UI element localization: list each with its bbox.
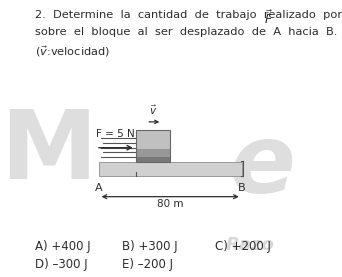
Text: C) +200 J: C) +200 J [215,240,271,253]
Text: $\vec{F}$: $\vec{F}$ [264,10,273,27]
Text: e: e [230,120,296,213]
Text: $\vec{v}$: $\vec{v}$ [149,103,157,117]
Bar [136,149,170,157]
Text: A) +400 J: A) +400 J [35,240,91,253]
Bar [136,130,170,149]
Text: B: B [238,183,246,193]
Text: Razo: Razo [225,236,274,254]
Bar [136,157,170,162]
Text: 2.  Determine  la  cantidad  de  trabajo  realizado  por: 2. Determine la cantidad de trabajo real… [35,10,342,20]
Text: ($\vec{v}$:velocidad): ($\vec{v}$:velocidad) [35,44,110,59]
Text: B) +300 J: B) +300 J [122,240,178,253]
Text: E) –200 J: E) –200 J [122,258,173,271]
Text: M: M [0,106,97,199]
Text: F = 5 N: F = 5 N [96,129,135,139]
Text: D) –300 J: D) –300 J [35,258,88,271]
Text: 80 m: 80 m [157,199,183,209]
Bar [98,162,242,176]
Text: sobre  el  bloque  al  ser  desplazado  de  A  hacia  B.: sobre el bloque al ser desplazado de A h… [35,27,338,37]
Bar [136,130,170,162]
Text: A: A [95,183,103,193]
